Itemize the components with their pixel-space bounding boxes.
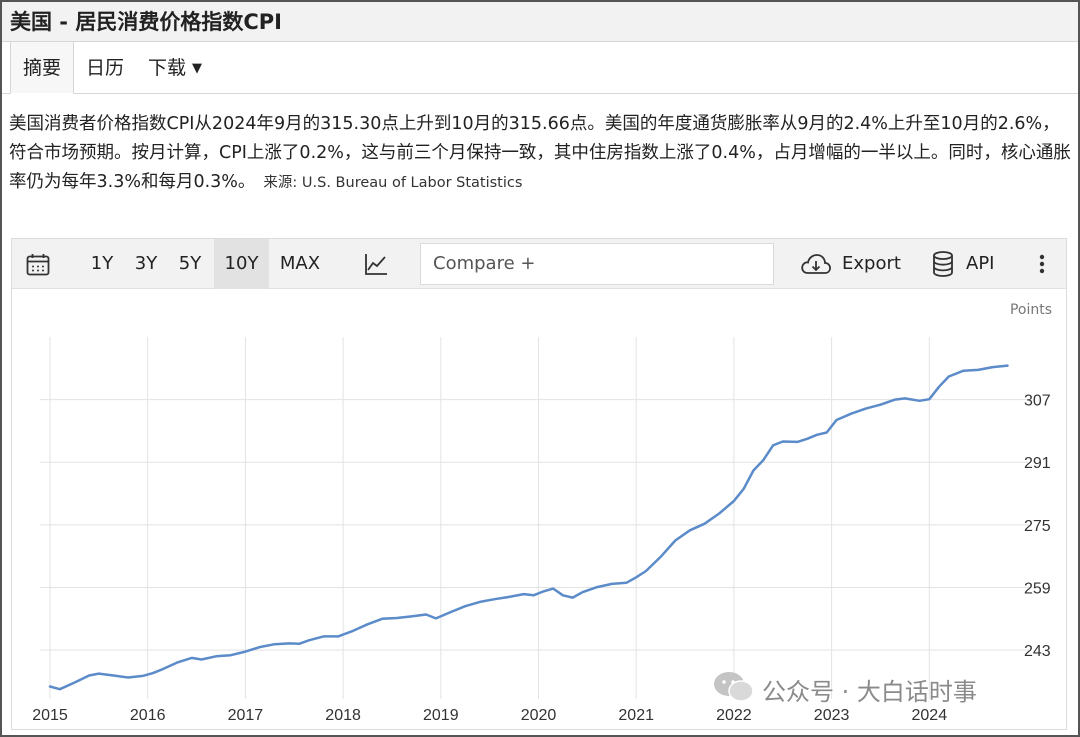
range-10y-button[interactable]: 10Y [214, 239, 269, 289]
x-tick-label: 2020 [521, 707, 557, 724]
x-tick-label: 2023 [814, 707, 850, 724]
more-vertical-icon[interactable] [1039, 254, 1045, 274]
x-tick-label: 2016 [130, 707, 166, 724]
tab-calendar[interactable]: 日历 [86, 42, 124, 94]
tab-summary-label: 摘要 [22, 57, 61, 79]
cpi-series-line [48, 364, 1009, 691]
summary-paragraph: 美国消费者价格指数CPI从2024年9月的315.30点上升到10月的315.6… [9, 110, 1073, 198]
x-tick-label: 2024 [912, 707, 948, 724]
unit-label: Points [1009, 302, 1052, 318]
x-tick-label: 2021 [618, 707, 654, 724]
tab-summary[interactable]: 摘要 [10, 42, 74, 95]
y-tick-label: 307 [1024, 393, 1051, 410]
api-button[interactable]: API [966, 253, 995, 274]
source-attribution: 来源: U.S. Bureau of Labor Statistics [263, 175, 523, 191]
range-5y-button[interactable]: 5Y [178, 253, 202, 274]
line-chart-icon[interactable] [364, 252, 388, 276]
x-tick-label: 2017 [228, 707, 264, 724]
y-tick-label: 291 [1024, 455, 1051, 472]
export-button[interactable]: Export [842, 253, 901, 274]
x-tick-label: 2018 [325, 707, 361, 724]
tab-calendar-label: 日历 [86, 57, 125, 79]
caret-down-icon: ▼ [192, 60, 203, 76]
cloud-download-icon [801, 254, 831, 274]
chart-area: 243 259 275 291 307 2015 2016 2017 2018 2019 2020 2… [32, 337, 1051, 724]
calendar-icon[interactable] [26, 253, 50, 276]
x-tick-label: 2019 [423, 707, 459, 724]
watermark-text: 公众号 · 大白话时事 [762, 678, 977, 706]
range-1y-button[interactable]: 1Y [90, 253, 114, 274]
y-tick-label: 275 [1024, 518, 1051, 535]
range-3y-button[interactable]: 3Y [134, 253, 158, 274]
chart-card: 1Y 3Y 5Y 10Y MAX Compare + Export API Po… [11, 238, 1067, 730]
tab-bar: 摘要 日历 下载 ▼ [2, 42, 1078, 95]
x-tick-label: 2015 [32, 707, 68, 724]
y-tick-label: 243 [1024, 643, 1051, 660]
page-title: 美国 - 居民消费价格指数CPI [10, 10, 282, 34]
chat-bubble-icon [714, 672, 754, 702]
tab-download[interactable]: 下载 ▼ [148, 42, 202, 94]
title-bar: 美国 - 居民消费价格指数CPI [2, 2, 1078, 42]
summary-text: 美国消费者价格指数CPI从2024年9月的315.30点上升到10月的315.6… [9, 114, 1071, 192]
chart-toolbar: 1Y 3Y 5Y 10Y MAX Compare + Export API [12, 239, 1066, 289]
y-tick-label: 259 [1024, 580, 1051, 597]
range-max-button[interactable]: MAX [279, 253, 321, 274]
database-icon [933, 251, 953, 277]
x-tick-label: 2022 [716, 707, 752, 724]
compare-input[interactable]: Compare + [420, 243, 774, 285]
tab-download-label: 下载 [148, 57, 187, 79]
